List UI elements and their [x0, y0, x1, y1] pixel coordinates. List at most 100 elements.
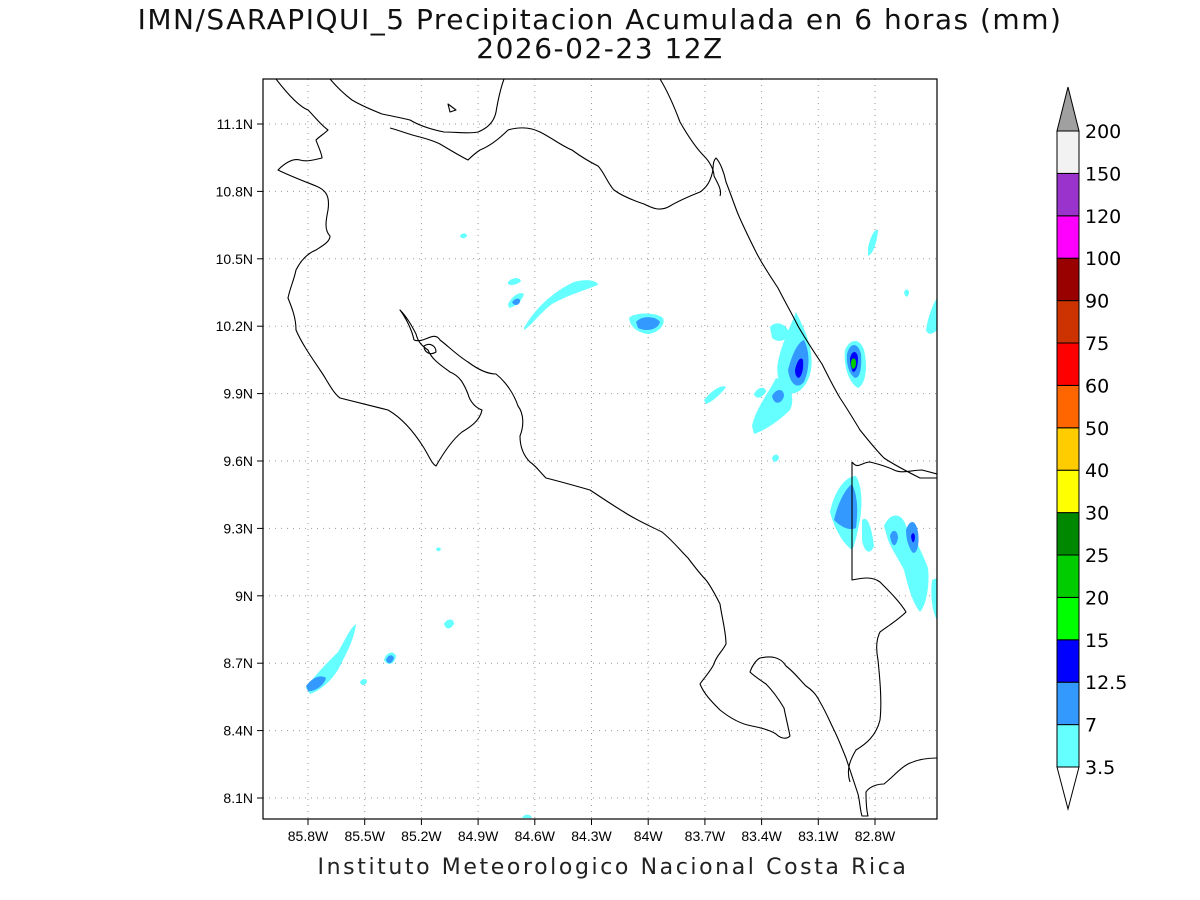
colorbar-swatch	[1056, 215, 1080, 259]
precip-band-20	[851, 358, 856, 369]
lon-tick-label: 85.8W	[288, 828, 329, 844]
colorbar-over-arrow	[1056, 86, 1080, 132]
colorbar-swatch	[1056, 257, 1080, 302]
precip-band-12-5	[911, 533, 915, 543]
map-subtitle-date: 2026-02-23 12Z	[476, 32, 724, 65]
precip-band-3-5	[904, 289, 909, 297]
colorbar-swatch	[1056, 130, 1080, 174]
precip-band-12-5	[795, 358, 804, 378]
colorbar-legend: 3.5 7 12.5 15 20 25 30 40 50 60 75 90 100 120 150 200	[1056, 86, 1127, 811]
precip-band-3-5	[508, 278, 521, 285]
coastline	[389, 127, 509, 161]
map-frame	[262, 78, 938, 820]
map-title: IMN/SARAPIQUI_5 Precipitacion Acumulada …	[137, 3, 1063, 36]
colorbar-swatch	[1056, 384, 1080, 429]
colorbar-swatch	[1056, 427, 1080, 471]
precip-band-3-5	[926, 298, 937, 334]
precip-band-3-5	[931, 578, 937, 620]
colorbar-swatch	[1056, 172, 1080, 217]
colorbar-label: 30	[1085, 503, 1109, 525]
lat-tick-label: 9.6N	[223, 453, 253, 469]
colorbar-label: 12.5	[1085, 672, 1127, 694]
coastline-borders	[275, 79, 937, 817]
precip-band-3-5	[868, 229, 878, 256]
colorbar-label: 200	[1085, 121, 1121, 143]
colorbar-swatch	[1056, 554, 1080, 598]
colorbar-swatch	[1056, 596, 1080, 641]
colorbar-label: 120	[1085, 206, 1121, 228]
map-grid	[263, 79, 937, 819]
lon-tick-label: 82.8W	[855, 828, 896, 844]
footer-credit: Instituto Meteorologico Nacional Costa R…	[317, 855, 909, 880]
coastline	[423, 343, 437, 355]
precip-band-3-5	[770, 323, 789, 341]
colorbar-swatch	[1056, 469, 1080, 514]
lon-tick-label: 83.7W	[685, 828, 726, 844]
lat-tick-label: 9.9N	[223, 386, 253, 402]
lon-tick-label: 83.1W	[798, 828, 839, 844]
colorbar-swatch	[1056, 724, 1080, 768]
latitude-ticks: 11.1N 10.8N 10.5N 10.2N 9.9N 9.6N 9.3N 9N 8.7N 8.…	[216, 116, 263, 806]
lat-tick-label: 9.3N	[223, 520, 253, 536]
colorbar-label: 150	[1085, 163, 1121, 185]
lon-tick-label: 85.5W	[344, 828, 385, 844]
country-border	[851, 461, 937, 475]
colorbar-label: 50	[1085, 418, 1109, 440]
precip-band-3-5	[704, 386, 726, 404]
lat-tick-label: 10.2N	[216, 318, 253, 334]
colorbar-label: 3.5	[1085, 757, 1115, 779]
lon-tick-label: 85.2W	[401, 828, 442, 844]
colorbar-under-arrow	[1056, 766, 1080, 811]
precip-band-7	[636, 317, 660, 330]
precip-band-3-5	[460, 233, 467, 239]
colorbar-swatch	[1056, 639, 1080, 683]
colorbar-swatch	[1056, 300, 1080, 344]
precip-band-7	[306, 676, 326, 692]
longitude-ticks: 85.8W 85.5W 85.2W 84.9W 84.6W 84.3W 84W 83.7W 83…	[288, 819, 896, 844]
lat-tick-label: 8.4N	[223, 723, 253, 739]
coastline	[413, 335, 937, 817]
lat-tick-label: 8.1N	[223, 790, 253, 806]
colorbar-label: 100	[1085, 248, 1121, 270]
colorbar-label: 60	[1085, 375, 1109, 397]
lon-tick-label: 84W	[634, 828, 664, 844]
precip-band-7	[890, 530, 898, 546]
precip-band-3-5	[360, 679, 367, 685]
lat-tick-label: 10.8N	[216, 183, 253, 199]
precip-band-3-5	[444, 619, 454, 629]
precip-band-3-5	[524, 280, 598, 330]
precip-band-3-5	[754, 387, 766, 398]
precip-band-3-5	[752, 378, 793, 434]
colorbar-swatch	[1056, 681, 1080, 726]
precip-band-3-5	[862, 518, 874, 552]
precipitation-contours	[306, 229, 937, 818]
precip-band-7	[386, 655, 394, 664]
lat-tick-label: 10.5N	[216, 251, 253, 267]
lat-tick-label: 11.1N	[217, 116, 253, 132]
coastline	[659, 79, 722, 197]
colorbar-label: 75	[1085, 333, 1109, 355]
lat-tick-label: 8.7N	[223, 655, 253, 671]
coastline	[447, 103, 457, 113]
precip-band-3-5	[306, 624, 356, 694]
colorbar-label: 15	[1085, 630, 1109, 652]
colorbar-swatch	[1056, 342, 1080, 386]
lon-tick-label: 84.9W	[458, 828, 499, 844]
lat-tick-label: 9N	[235, 588, 253, 604]
colorbar-label: 25	[1085, 545, 1109, 567]
precip-band-3-5	[772, 454, 779, 462]
colorbar-label: 20	[1085, 587, 1109, 609]
country-border	[507, 127, 937, 479]
lon-tick-label: 83.4W	[741, 828, 782, 844]
colorbar-swatch	[1056, 512, 1080, 556]
lon-tick-label: 84.3W	[571, 828, 612, 844]
colorbar-label: 40	[1085, 460, 1109, 482]
lon-tick-label: 84.6W	[515, 828, 556, 844]
precip-band-3-5	[436, 547, 441, 552]
precip-band-7	[512, 298, 521, 305]
precip-band-3-5	[522, 814, 532, 818]
coastline	[329, 79, 505, 134]
country-border	[847, 462, 907, 783]
colorbar-label: 7	[1085, 715, 1097, 737]
